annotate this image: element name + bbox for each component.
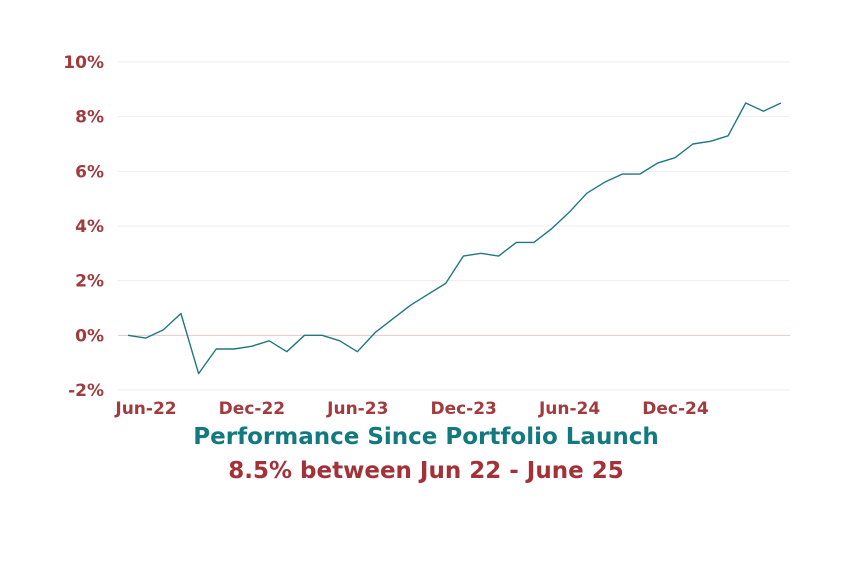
performance-series-line bbox=[127, 102, 782, 375]
data-point bbox=[214, 347, 218, 351]
chart-title: Performance Since Portfolio Launch bbox=[193, 424, 659, 450]
data-point bbox=[638, 172, 642, 176]
data-point bbox=[532, 240, 536, 244]
y-tick-label: 2% bbox=[75, 272, 104, 292]
data-point bbox=[232, 347, 236, 351]
data-point bbox=[497, 254, 501, 258]
x-tick-label: Dec-23 bbox=[430, 399, 496, 419]
data-point bbox=[461, 254, 465, 258]
chart-subtitle: 8.5% between Jun 22 - June 25 bbox=[228, 458, 624, 484]
data-point bbox=[603, 180, 607, 184]
data-point bbox=[320, 333, 324, 337]
x-tick-label: Jun-22 bbox=[114, 399, 176, 419]
data-point bbox=[744, 101, 748, 105]
x-tick-label: Jun-23 bbox=[326, 399, 388, 419]
y-tick-label: 4% bbox=[75, 217, 104, 237]
y-tick-label: 0% bbox=[75, 326, 104, 346]
y-axis-ticks: -2% 0% 2% 4% 6% 8% 10% bbox=[63, 53, 104, 401]
y-tick-label: 10% bbox=[63, 53, 104, 73]
data-point bbox=[585, 191, 589, 195]
data-point bbox=[444, 281, 448, 285]
data-point bbox=[655, 161, 659, 165]
data-point bbox=[726, 134, 730, 138]
data-point bbox=[673, 156, 677, 160]
data-point bbox=[126, 333, 130, 337]
data-point bbox=[514, 240, 518, 244]
data-point bbox=[179, 311, 183, 315]
data-point bbox=[779, 101, 783, 105]
x-tick-label: Dec-24 bbox=[642, 399, 709, 419]
data-point bbox=[144, 336, 148, 340]
data-point bbox=[161, 328, 165, 332]
data-point bbox=[691, 142, 695, 146]
x-tick-label: Dec-22 bbox=[219, 399, 285, 419]
x-axis-ticks: Jun-22 Dec-22 Jun-23 Dec-23 Jun-24 Dec-24 bbox=[114, 399, 708, 419]
data-point bbox=[550, 227, 554, 231]
data-point bbox=[479, 251, 483, 255]
data-point bbox=[426, 292, 430, 296]
y-tick-label: 6% bbox=[75, 162, 104, 182]
y-tick-label: -2% bbox=[68, 381, 104, 401]
y-tick-label: 8% bbox=[75, 108, 104, 128]
data-point bbox=[338, 339, 342, 343]
data-point bbox=[267, 339, 271, 343]
x-tick-label: Jun-24 bbox=[538, 399, 600, 419]
data-point bbox=[761, 109, 765, 113]
data-point bbox=[620, 172, 624, 176]
data-point bbox=[373, 331, 377, 335]
data-point bbox=[708, 139, 712, 143]
data-point bbox=[302, 333, 306, 337]
data-point bbox=[197, 372, 201, 376]
data-point bbox=[355, 350, 359, 354]
data-point bbox=[391, 317, 395, 321]
data-point bbox=[408, 303, 412, 307]
data-point bbox=[250, 344, 254, 348]
data-point bbox=[285, 350, 289, 354]
data-point bbox=[567, 210, 571, 214]
gridlines bbox=[118, 61, 790, 391]
series-layer bbox=[126, 101, 783, 376]
